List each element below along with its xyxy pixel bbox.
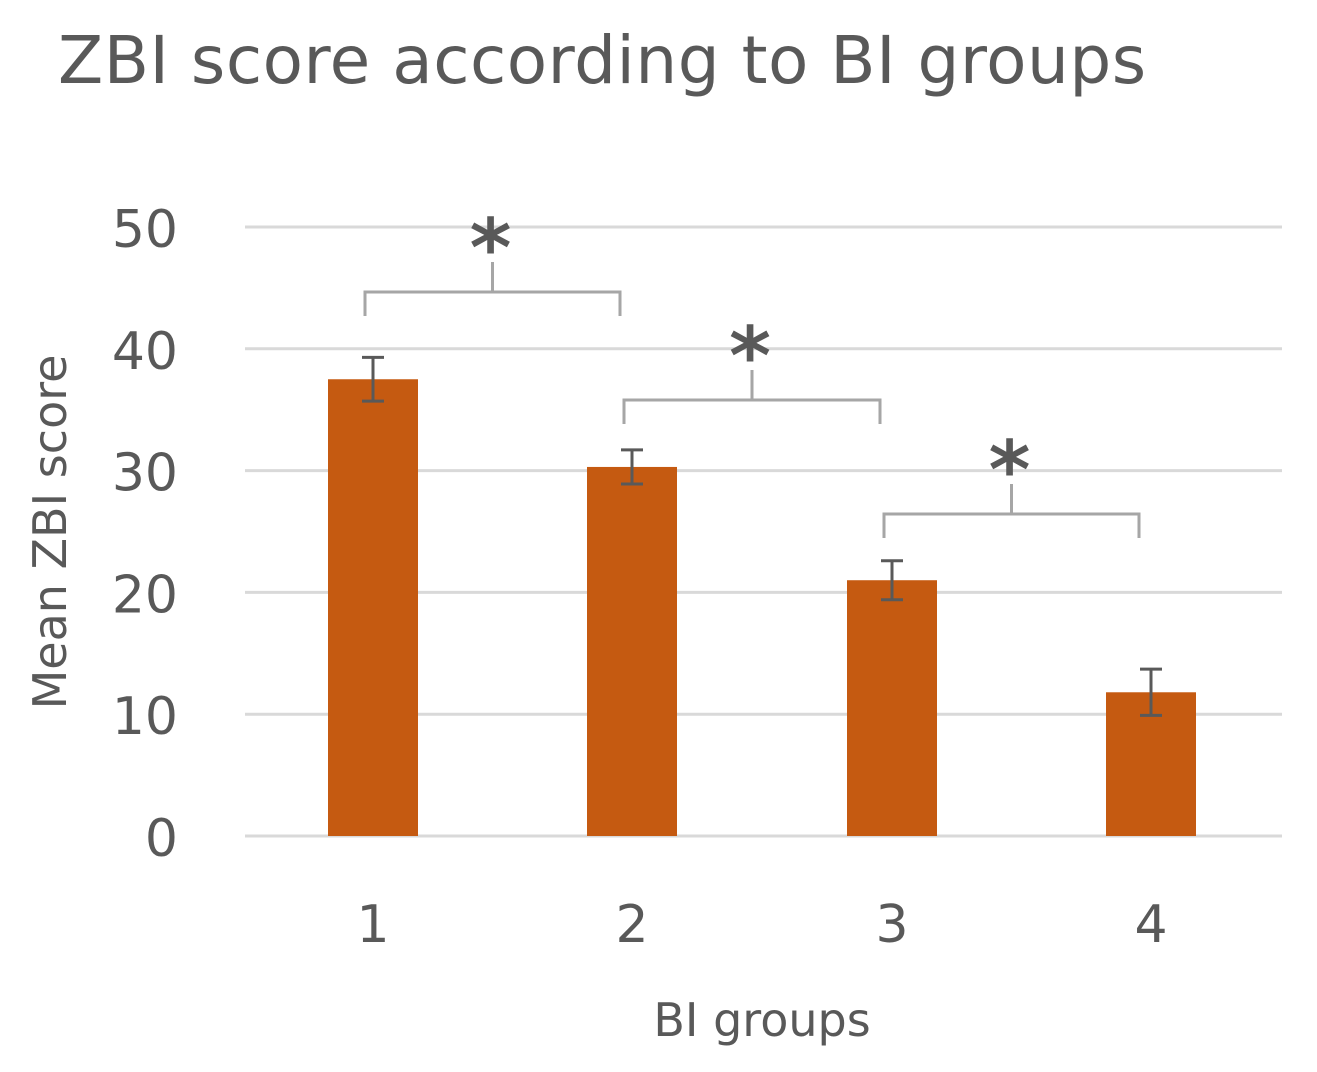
x-tick-label: 1 xyxy=(356,895,389,955)
significance-marker: * xyxy=(729,310,771,403)
significance-bracket xyxy=(622,370,882,424)
x-axis-ticks: 1 2 3 4 xyxy=(356,895,1167,955)
bar xyxy=(587,466,677,836)
x-tick-label: 3 xyxy=(875,895,908,955)
y-tick-label: 0 xyxy=(145,809,178,869)
significance-bracket xyxy=(882,484,1141,538)
x-axis-label: BI groups xyxy=(653,993,870,1047)
bar xyxy=(847,580,937,836)
y-tick-label: 40 xyxy=(112,322,178,382)
x-tick-label: 2 xyxy=(615,895,648,955)
y-tick-label: 10 xyxy=(112,687,178,747)
significance-brackets: * * * xyxy=(363,202,1141,538)
chart-title: ZBI score according to BI groups xyxy=(58,22,1147,99)
y-tick-label: 20 xyxy=(112,565,178,625)
x-tick-label: 4 xyxy=(1134,895,1167,955)
bar xyxy=(328,379,418,836)
significance-bracket xyxy=(363,262,622,316)
significance-marker: * xyxy=(989,424,1031,517)
y-tick-label: 30 xyxy=(112,444,178,504)
y-tick-label: 50 xyxy=(112,200,178,260)
y-axis-label: Mean ZBI score xyxy=(23,355,77,710)
significance-marker: * xyxy=(470,202,512,295)
bars xyxy=(328,379,1196,836)
y-axis-ticks: 0 10 20 30 40 50 xyxy=(112,200,178,869)
error-bars xyxy=(362,355,1162,717)
